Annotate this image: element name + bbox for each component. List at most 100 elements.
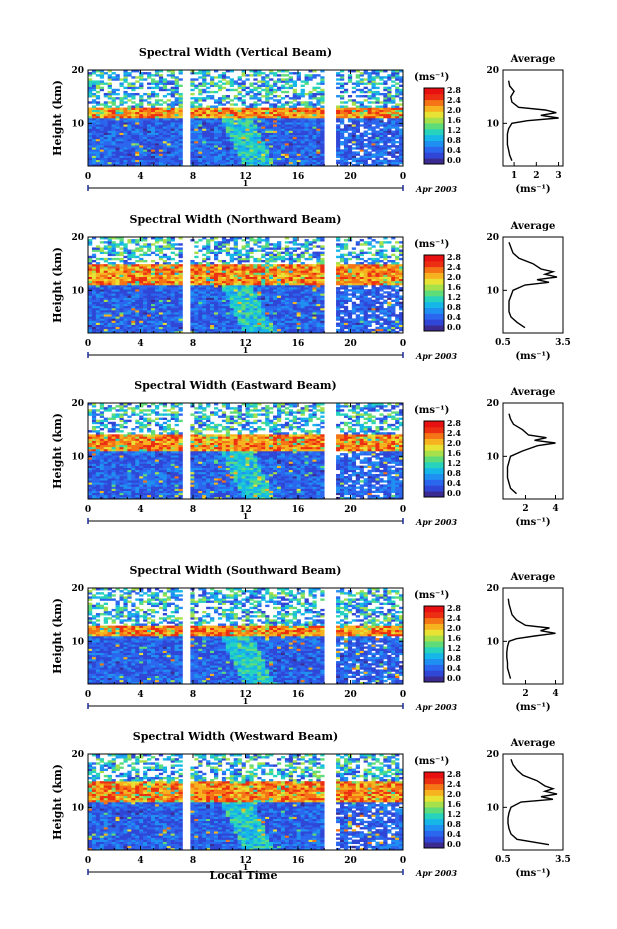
heatmap-cell xyxy=(95,316,101,319)
heatmap-cell xyxy=(241,270,246,273)
heatmap-cell xyxy=(151,303,156,307)
heatmap-cell xyxy=(151,109,156,113)
heatmap-cell xyxy=(296,122,301,125)
heatmap-cell xyxy=(288,310,294,313)
heatmap-cell xyxy=(359,82,364,85)
heatmap-cell xyxy=(233,145,238,148)
heatmap-cell xyxy=(214,316,219,319)
heatmap-cell xyxy=(257,107,262,110)
heatmap-cell xyxy=(257,293,262,296)
heatmap-cell xyxy=(178,113,183,117)
heatmap-cell xyxy=(194,282,199,286)
heatmap-cell xyxy=(107,134,112,138)
heatmap-cell xyxy=(399,132,404,135)
heatmap-cell xyxy=(359,161,364,165)
heatmap-cell xyxy=(111,111,116,115)
heatmap-cell xyxy=(135,143,140,146)
heatmap-cell xyxy=(162,285,168,288)
heatmap-cell xyxy=(166,155,171,158)
heatmap-cell xyxy=(115,107,120,110)
heatmap-cell xyxy=(363,70,368,73)
heatmap-cell xyxy=(387,147,392,150)
x-tick-label: 4 xyxy=(137,172,143,182)
heatmap-cell xyxy=(312,97,317,100)
heatmap-cell xyxy=(206,115,211,119)
heatmap-cell xyxy=(194,149,199,152)
heatmap-cell xyxy=(217,88,223,92)
heatmap-cell xyxy=(225,316,231,319)
heatmap-cell xyxy=(395,113,400,117)
heatmap-cell xyxy=(107,124,112,127)
heatmap-cell xyxy=(225,120,231,123)
heatmap-cell xyxy=(139,299,144,302)
heatmap-cell xyxy=(190,138,195,142)
heatmap-cell xyxy=(115,299,120,302)
heatmap-cell xyxy=(178,109,183,113)
heatmap-cell xyxy=(241,278,246,282)
heatmap-cell xyxy=(355,163,360,167)
heatmap-cell xyxy=(206,134,211,138)
heatmap-cell xyxy=(237,107,242,110)
heatmap-cell xyxy=(233,80,238,83)
heatmap-cell xyxy=(265,151,270,154)
heatmap-cell xyxy=(91,149,97,152)
heatmap-cell xyxy=(103,322,108,325)
heatmap-cell xyxy=(170,70,175,73)
heatmap-cell xyxy=(359,105,364,108)
heatmap-cell xyxy=(147,328,152,332)
heatmap-cell xyxy=(139,270,144,273)
heatmap-cell xyxy=(292,88,297,92)
heatmap-cell xyxy=(91,122,97,125)
heatmap-cell xyxy=(198,163,203,167)
heatmap-cell xyxy=(131,316,136,319)
heatmap-cell xyxy=(95,140,101,144)
heatmap-cell xyxy=(103,92,108,96)
heatmap-cell xyxy=(170,88,175,92)
heatmap-cell xyxy=(170,122,175,125)
heatmap-cell xyxy=(379,118,384,121)
heatmap-cell xyxy=(280,272,286,275)
heatmap-cell xyxy=(103,153,108,156)
heatmap-cell xyxy=(166,270,171,273)
heatmap-cell xyxy=(237,262,242,265)
heatmap-cell xyxy=(221,107,227,110)
heatmap-cell xyxy=(154,299,160,302)
heatmap-cell xyxy=(320,90,325,94)
heatmap-cell xyxy=(190,310,195,313)
heatmap-cell xyxy=(162,312,168,315)
heatmap-cell xyxy=(363,149,368,152)
heatmap-cell xyxy=(99,151,105,154)
day-marker: 1 xyxy=(243,178,249,188)
heatmap-cell xyxy=(139,320,144,323)
heatmap-cell xyxy=(233,95,238,98)
heatmap-cell xyxy=(359,136,364,140)
heatmap-cell xyxy=(241,299,246,302)
heatmap-cell xyxy=(249,299,254,302)
heatmap-cell xyxy=(178,305,183,309)
heatmap-cell xyxy=(217,310,223,313)
heatmap-cell xyxy=(261,143,266,146)
heatmap-cell xyxy=(190,97,195,100)
heatmap-cell xyxy=(245,147,250,150)
heatmap-cell xyxy=(214,257,219,261)
heatmap-cell xyxy=(123,274,128,277)
heatmap-cell xyxy=(237,305,242,309)
heatmap-cell xyxy=(143,245,148,248)
heatmap-cell xyxy=(343,138,349,142)
heatmap-cell xyxy=(225,282,231,286)
heatmap-cell xyxy=(91,310,97,313)
heatmap-cell xyxy=(217,316,223,319)
heatmap-cell xyxy=(343,149,349,152)
heatmap-cell xyxy=(261,155,266,158)
heatmap-cell xyxy=(284,264,290,267)
heatmap-cell xyxy=(241,143,246,146)
heatmap-cell xyxy=(253,161,258,165)
heatmap-cell xyxy=(214,295,219,298)
heatmap-cell xyxy=(174,84,179,87)
heatmap-cell xyxy=(190,130,195,133)
heatmap-cell xyxy=(387,90,392,94)
heatmap-cell xyxy=(280,136,286,140)
heatmap-cell xyxy=(147,314,152,317)
heatmap-cell xyxy=(284,109,290,113)
heatmap-cell xyxy=(119,78,124,81)
